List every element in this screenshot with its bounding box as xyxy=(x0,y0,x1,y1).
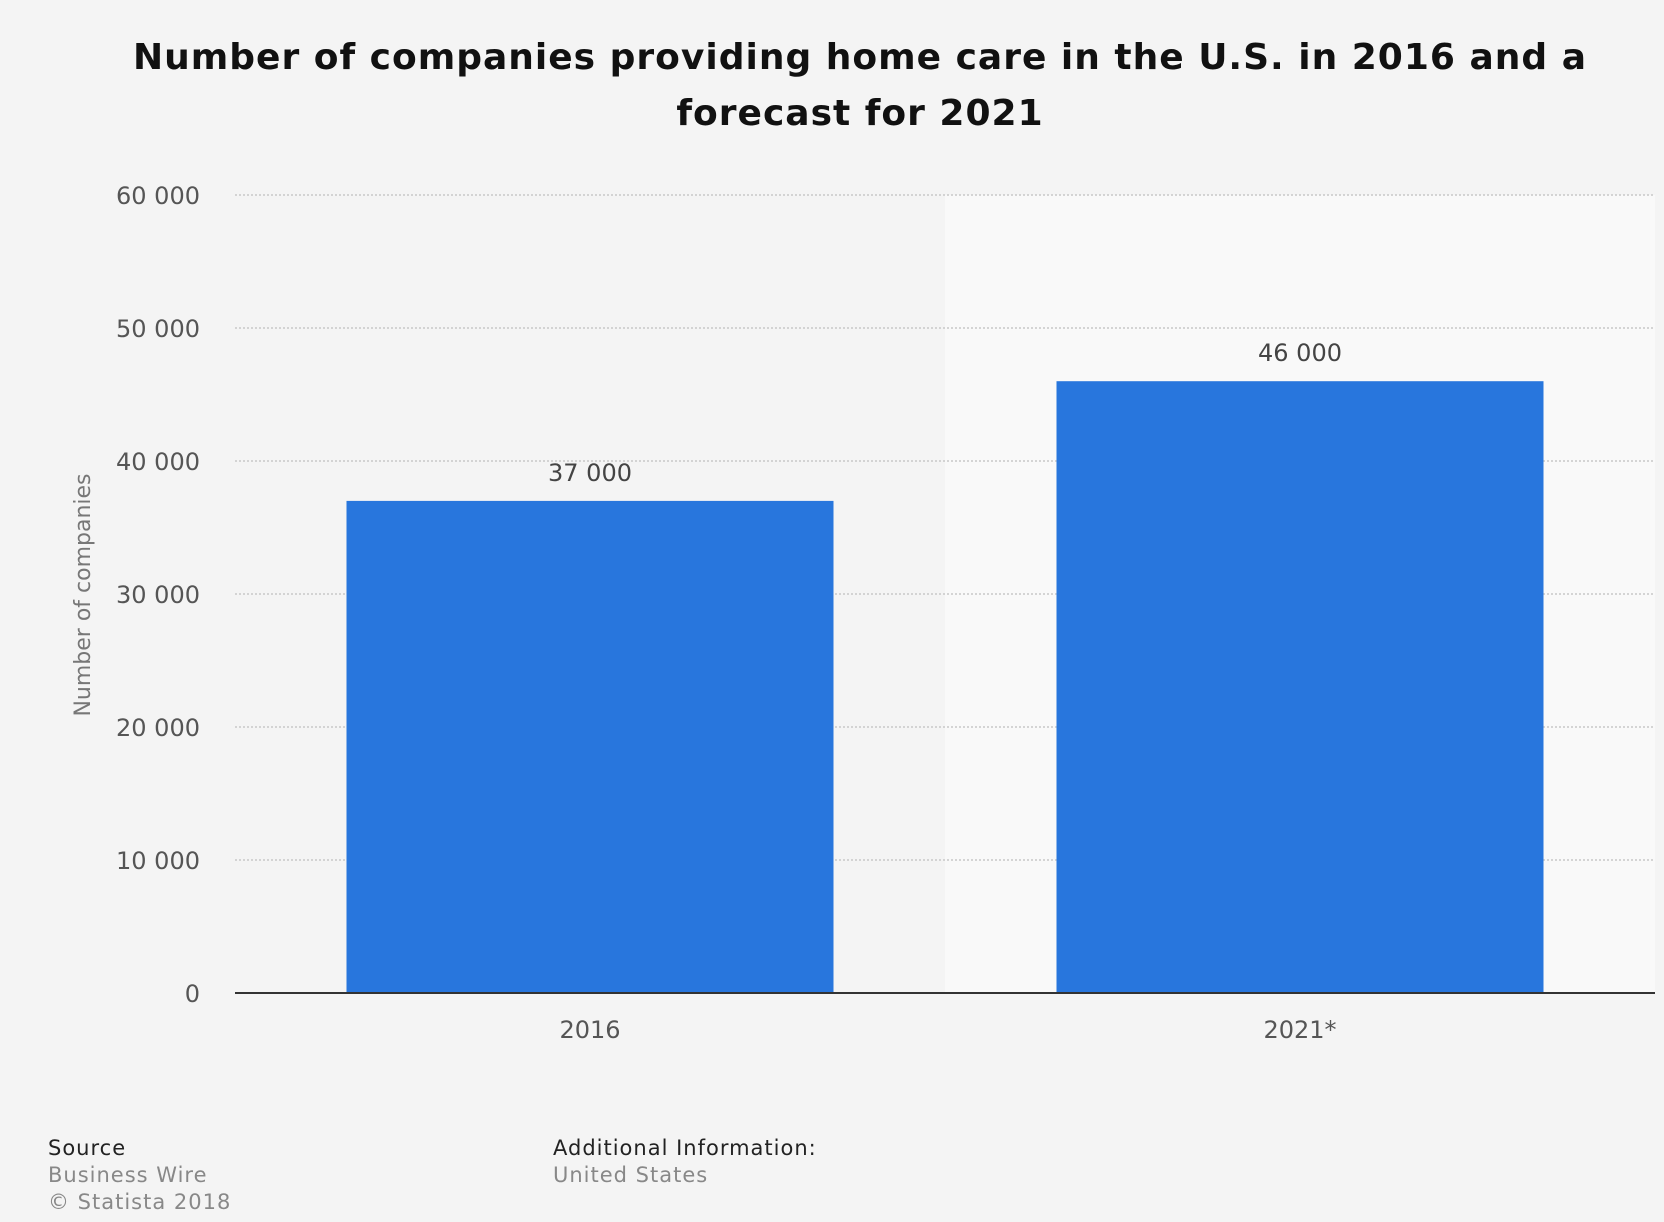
y-axis-label: Number of companies xyxy=(71,473,96,716)
y-tick-label: 20 000 xyxy=(116,714,200,742)
x-tick-label: 2021* xyxy=(1263,1016,1336,1044)
bar-value-label: 37 000 xyxy=(548,459,632,487)
y-tick-label: 0 xyxy=(185,980,200,1008)
y-tick-label: 10 000 xyxy=(116,847,200,875)
footer-source: Source Business Wire © Statista 2018 xyxy=(48,1135,231,1216)
additional-info-value: United States xyxy=(553,1163,709,1187)
copyright: © Statista 2018 xyxy=(48,1190,232,1214)
source-name[interactable]: Business Wire xyxy=(48,1163,208,1187)
source-heading: Source xyxy=(48,1136,127,1160)
y-tick-label: 50 000 xyxy=(116,315,200,343)
y-tick-label: 60 000 xyxy=(116,182,200,210)
footer-additional-info: Additional Information: United States xyxy=(553,1135,817,1189)
y-tick-label: 30 000 xyxy=(116,581,200,609)
additional-info-heading[interactable]: Additional Information: xyxy=(553,1136,817,1160)
bar-2016[interactable] xyxy=(346,500,834,993)
bar-2021[interactable] xyxy=(1056,381,1544,993)
y-tick-label: 40 000 xyxy=(116,448,200,476)
chart-title: Number of companies providing home care … xyxy=(132,37,1587,134)
bar-value-label: 46 000 xyxy=(1258,339,1342,367)
x-tick-label: 2016 xyxy=(559,1016,620,1044)
